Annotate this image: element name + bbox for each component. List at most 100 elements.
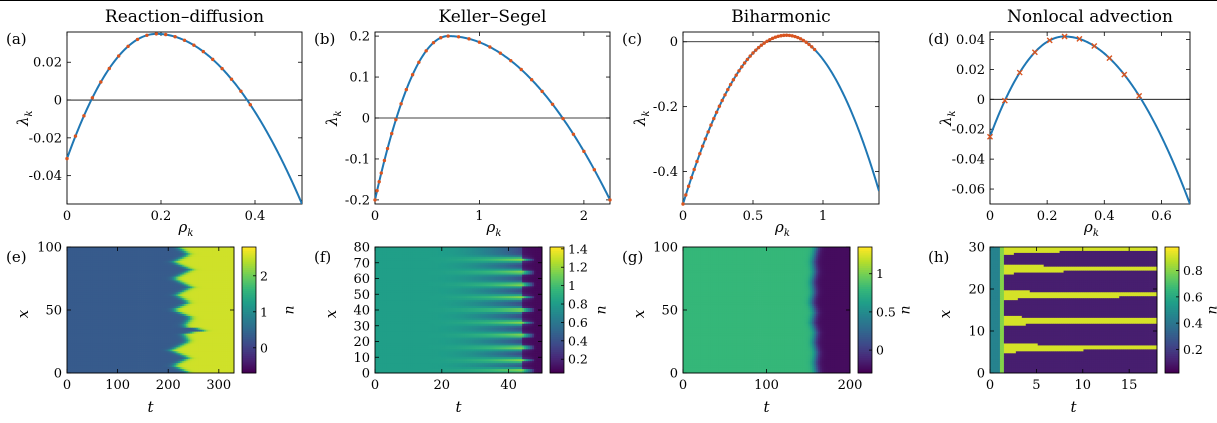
panel-title: Nonlocal advection xyxy=(1007,7,1173,27)
eigenvalue-point xyxy=(807,43,810,46)
eigenvalue-point xyxy=(488,45,491,48)
panel-0-xtick-label: 0.2 xyxy=(151,209,172,224)
x-axis-label-sub: k xyxy=(187,228,193,239)
eigenvalue-point xyxy=(1032,50,1037,55)
eigenvalue-point xyxy=(399,102,402,105)
panel-2-xtick-label: 1 xyxy=(819,209,827,224)
y-axis-label-sub: k xyxy=(333,110,344,116)
eigenvalue-point xyxy=(1107,56,1112,61)
eigenvalue-point xyxy=(373,198,376,201)
x-axis-label: ρk xyxy=(178,218,194,239)
eigenvalue-point xyxy=(757,46,760,49)
panel-0-ytick-label: -0.04 xyxy=(29,169,62,184)
eigenvalue-point xyxy=(718,105,721,108)
x-axis-label-main: ρ xyxy=(486,218,496,236)
eigenvalue-point xyxy=(117,54,120,57)
dispersion-curve xyxy=(67,34,302,204)
eigenvalue-point xyxy=(551,103,554,106)
eigenvalue-point xyxy=(192,44,195,47)
panel-label: (d) xyxy=(928,30,949,48)
panel-3-ytick-label: 0.02 xyxy=(956,63,985,78)
eigenvalue-point xyxy=(145,34,148,37)
eigenvalue-point xyxy=(249,103,252,106)
eigenvalue-point xyxy=(467,37,470,40)
panel-3-ytick-label: -0.02 xyxy=(952,123,985,138)
panel-2-xtick-label: 0.5 xyxy=(743,209,764,224)
eigenvalue-point xyxy=(802,39,805,42)
eigenvalue-point xyxy=(164,33,167,36)
x-axis-label-main: ρ xyxy=(774,218,784,236)
eigenvalue-point xyxy=(520,68,523,71)
eigenvalue-point xyxy=(65,157,68,160)
y-axis-label-main: λ xyxy=(631,116,649,127)
panel-1-xtick-label: 1 xyxy=(475,209,483,224)
eigenvalue-point xyxy=(751,51,754,54)
eigenvalue-point xyxy=(1122,72,1127,77)
eigenvalue-point xyxy=(810,45,813,48)
eigenvalue-point xyxy=(721,99,724,102)
y-axis-label-sub: k xyxy=(24,110,35,116)
panel-1-ytick-label: 0 xyxy=(362,112,370,127)
y-axis-label: λk xyxy=(14,110,35,127)
eigenvalue-point xyxy=(693,168,696,171)
eigenvalue-point xyxy=(593,168,596,171)
eigenvalue-point xyxy=(220,67,223,70)
dispersion-panel-1: 0 0.2 0.4-0.04-0.0200.02Reaction–diffusion… xyxy=(6,7,302,239)
eigenvalue-point xyxy=(394,118,397,121)
x-axis-label-main: ρ xyxy=(1083,218,1093,236)
x-axis-label-main: ρ xyxy=(178,218,188,236)
eigenvalue-point xyxy=(707,130,710,133)
panel-title: Reaction–diffusion xyxy=(105,7,264,27)
x-axis-label-sub: k xyxy=(784,228,790,239)
panel-2-ytick-label: -0.4 xyxy=(653,165,678,180)
eigenvalue-point xyxy=(695,160,698,163)
panel-label: (b) xyxy=(314,30,335,48)
eigenvalue-point xyxy=(709,123,712,126)
eigenvalue-point xyxy=(701,144,704,147)
eigenvalue-point xyxy=(386,147,389,150)
eigenvalue-point xyxy=(99,80,102,83)
panel-1-ytick-label: 0.2 xyxy=(349,30,370,45)
y-axis-label-main: λ xyxy=(14,116,32,127)
eigenvalue-point xyxy=(540,90,543,93)
eigenvalue-point xyxy=(760,44,763,47)
eigenvalue-point xyxy=(754,48,757,51)
eigenvalue-point xyxy=(108,67,111,70)
panel-3-xtick-label: 0.6 xyxy=(1151,209,1172,224)
panel-1-xtick-label: 2 xyxy=(580,209,588,224)
y-axis-label: λk xyxy=(323,110,344,127)
panel-3-ytick-label: 0.04 xyxy=(956,33,985,48)
panel-1-ytick-label: -0.2 xyxy=(345,193,370,208)
eigenvalue-point xyxy=(375,189,378,192)
eigenvalue-point xyxy=(239,90,242,93)
eigenvalue-point xyxy=(805,41,808,44)
y-axis-label-sub: k xyxy=(641,110,652,116)
eigenvalue-point xyxy=(390,132,393,135)
eigenvalue-point xyxy=(737,69,740,72)
panel-3-xtick-label: 0.2 xyxy=(1037,209,1058,224)
dispersion-panel-4: 0 0.2 0.4 0.6-0.06-0.04-0.0200.020.04Nonloc… xyxy=(928,7,1190,239)
panel-3-ytick-label: 0 xyxy=(977,93,985,108)
y-axis-label: λk xyxy=(937,110,958,127)
eigenvalue-point xyxy=(380,171,383,174)
panel-0-xtick-label: 0 xyxy=(63,209,71,224)
eigenvalue-point xyxy=(698,152,701,155)
panel-0-xtick-label: 0.4 xyxy=(245,209,266,224)
eigenvalue-point xyxy=(749,54,752,57)
dispersion-curve xyxy=(990,36,1190,204)
eigenvalue-point xyxy=(183,39,186,42)
eigenvalue-point xyxy=(377,180,380,183)
panel-3-xtick-label: 0 xyxy=(986,209,994,224)
eigenvalue-point xyxy=(173,35,176,38)
x-axis-label: ρk xyxy=(774,218,790,239)
panel-2-ytick-label: -0.2 xyxy=(653,100,678,115)
eigenvalue-point xyxy=(446,34,449,37)
eigenvalue-point xyxy=(735,73,738,76)
panel-3-ytick-label: -0.06 xyxy=(952,183,985,198)
eigenvalue-point xyxy=(740,65,743,68)
panel-3-ytick-label: -0.04 xyxy=(952,153,985,168)
eigenvalue-point xyxy=(499,51,502,54)
